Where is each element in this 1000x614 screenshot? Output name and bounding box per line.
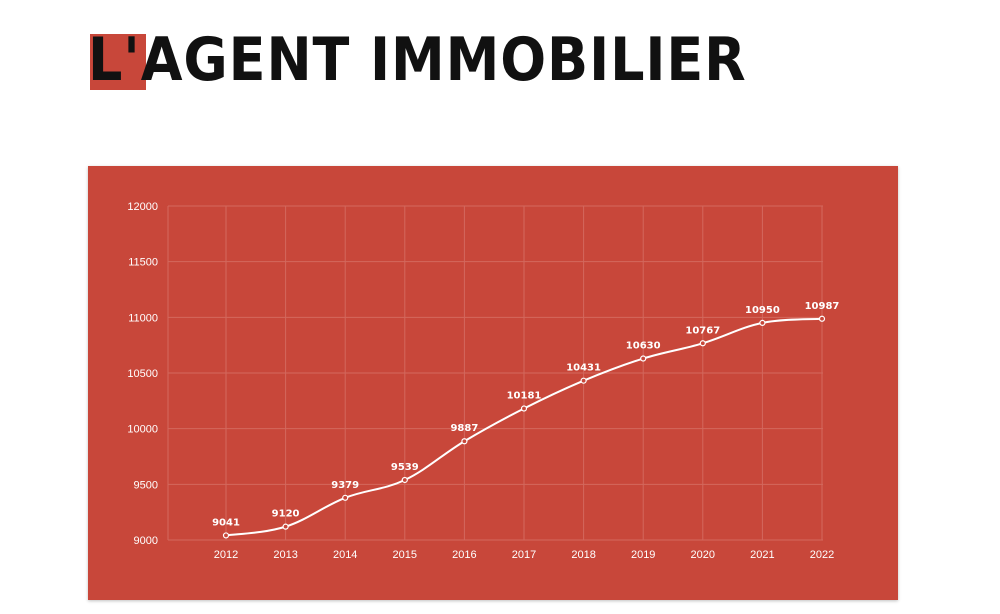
line-chart: 9000 9500 10000 10500 11000 11500 12000 2012 201… — [127, 201, 840, 561]
data-label: 10950 — [745, 305, 780, 316]
x-tick-label: 2013 — [273, 549, 297, 561]
logo-accent-square — [90, 34, 146, 90]
x-tick-label: 2018 — [571, 549, 595, 561]
data-point — [640, 355, 647, 362]
x-tick-label: 2012 — [214, 549, 238, 561]
data-label: 10987 — [805, 301, 840, 312]
y-tick-label: 12000 — [127, 201, 158, 213]
data-point — [282, 523, 289, 530]
data-point — [818, 315, 826, 322]
data-label: 10767 — [685, 325, 720, 336]
data-point — [580, 377, 587, 384]
x-tick-label: 2022 — [810, 549, 834, 561]
data-point — [401, 476, 408, 484]
y-tick-label: 11000 — [128, 312, 158, 324]
brand-logo: L'AGENT IMMOBILIER — [88, 28, 820, 92]
data-point — [461, 438, 468, 445]
y-tick-label: 9500 — [134, 479, 158, 491]
data-label: 9887 — [450, 423, 478, 434]
data-point — [520, 405, 528, 412]
x-tick-label: 2015 — [393, 549, 417, 561]
data-label: 10181 — [507, 391, 542, 402]
data-point — [342, 494, 349, 501]
y-tick-label: 9000 — [134, 535, 158, 547]
data-point — [759, 319, 766, 326]
x-tick-label: 2020 — [691, 549, 715, 561]
data-label: 9379 — [331, 480, 359, 491]
data-point — [222, 532, 230, 539]
data-label: 9041 — [212, 517, 240, 528]
x-tick-label: 2016 — [452, 549, 476, 561]
data-label: 9539 — [391, 462, 419, 473]
data-point — [699, 340, 706, 347]
chart-panel: 9000 9500 10000 10500 11000 11500 12000 2012 201… — [88, 166, 898, 600]
data-label: 10630 — [626, 341, 661, 352]
x-tick-label: 2017 — [512, 549, 536, 561]
data-label: 10431 — [566, 363, 601, 374]
x-tick-label: 2021 — [750, 549, 774, 561]
y-tick-label: 10500 — [127, 368, 158, 380]
y-tick-label: 11500 — [128, 257, 158, 269]
data-label: 9120 — [272, 509, 300, 520]
x-tick-label: 2014 — [333, 549, 357, 561]
logo-text: L'AGENT IMMOBILIER — [88, 25, 747, 95]
y-tick-label: 10000 — [127, 424, 158, 436]
x-tick-label: 2019 — [631, 549, 655, 561]
